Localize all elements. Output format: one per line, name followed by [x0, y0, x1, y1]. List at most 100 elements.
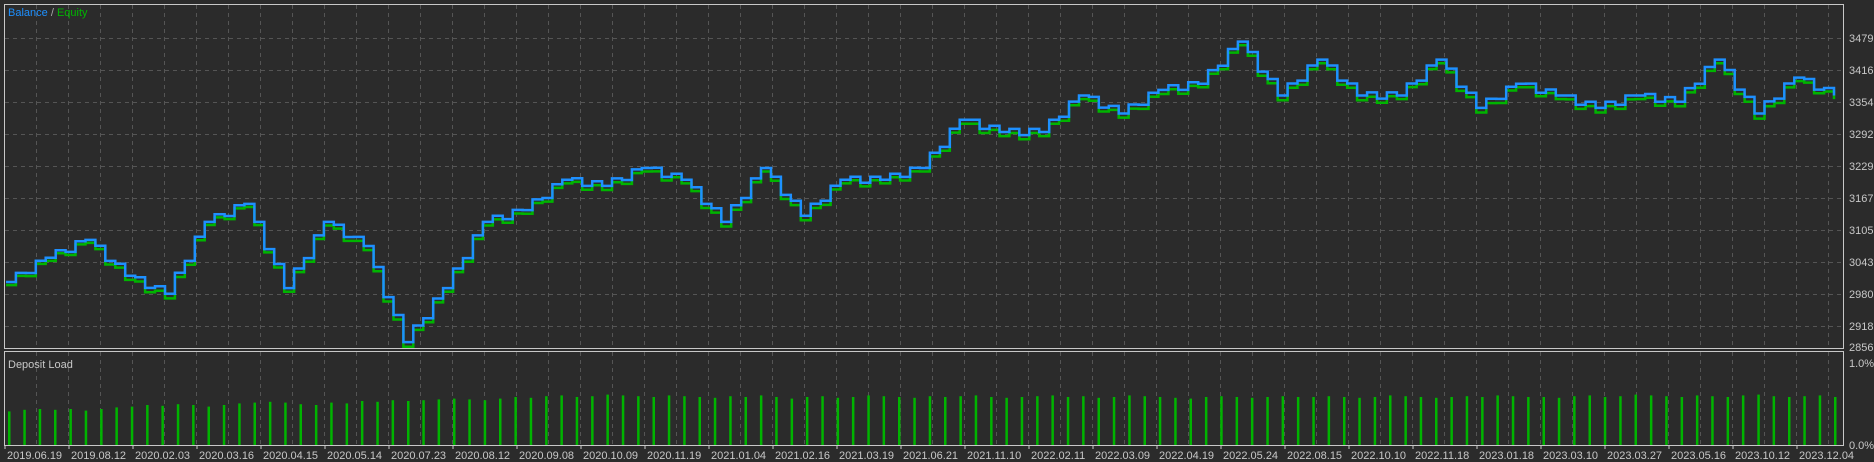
deposit-load-bar — [1465, 396, 1469, 445]
deposit-load-bar — [1788, 397, 1791, 445]
deposit-load-bar — [836, 397, 840, 445]
deposit-load-bar — [1711, 396, 1714, 445]
deposit-load-bar — [1573, 396, 1576, 445]
deposit-load-bar — [1527, 397, 1530, 445]
deposit-load-bar — [1250, 397, 1254, 445]
legend-equity: Equity — [57, 7, 88, 19]
x-tick-label: 2023.05.16 — [1671, 450, 1726, 462]
deposit-load-bar — [882, 396, 886, 445]
deposit-load-bar — [1020, 397, 1024, 445]
x-tick-label: 2022.04.19 — [1159, 450, 1214, 462]
deposit-load-bar — [621, 395, 625, 445]
deposit-load-bar — [1266, 397, 1269, 445]
deposit-load-bar — [1097, 397, 1100, 445]
x-tick-label: 2023.03.10 — [1543, 450, 1598, 462]
y-tick-label: 3043 — [1849, 257, 1873, 269]
deposit-load-bar — [54, 409, 57, 445]
deposit-load-bar — [851, 397, 855, 445]
legend: Balance / Equity — [8, 7, 88, 19]
deposit-load-bar — [207, 406, 210, 445]
deposit-load-bar — [1450, 397, 1453, 445]
deposit-load-bar — [360, 401, 364, 445]
deposit-load-bar — [1158, 397, 1162, 445]
deposit-load-bar — [1511, 396, 1515, 445]
deposit-load-bar — [345, 403, 349, 445]
deposit-load-bar — [1389, 395, 1392, 445]
deposit-load-bar — [1757, 394, 1760, 445]
deposit-load-bar — [468, 399, 471, 445]
deposit-load-bar — [1174, 397, 1177, 445]
y-tick-label: 2980 — [1849, 289, 1873, 301]
deposit-load-bar — [69, 409, 72, 445]
deposit-load-bar — [514, 397, 517, 445]
x-tick-label: 2020.08.12 — [455, 450, 510, 462]
deposit-load-bar — [499, 398, 502, 445]
equity-series — [6, 43, 1836, 348]
x-tick-label: 2021.01.04 — [711, 450, 766, 462]
deposit-load-bar — [867, 395, 870, 445]
deposit-load-bar — [407, 401, 410, 445]
deposit-load-bar — [330, 402, 333, 445]
deposit-load-bar — [790, 398, 794, 445]
deposit-load-bar — [284, 402, 287, 445]
x-tick-label: 2023.03.27 — [1607, 450, 1662, 462]
deposit-load-bar — [913, 397, 916, 445]
deposit-load-bar — [1665, 396, 1668, 445]
deposit-load-bar — [130, 406, 134, 445]
x-tick-label: 2022.03.09 — [1095, 450, 1150, 462]
x-tick-label: 2021.06.21 — [903, 450, 958, 462]
deposit-load-bar — [1419, 397, 1423, 445]
y-tick-label: 3479 — [1849, 33, 1873, 45]
balance-line — [6, 40, 1836, 344]
deposit-load-bar — [1588, 395, 1591, 445]
deposit-load-bar — [1112, 397, 1116, 445]
x-tick-label: 2023.01.18 — [1479, 450, 1534, 462]
load-max-label: 1.0% — [1849, 358, 1874, 370]
deposit-load-bar — [698, 397, 701, 445]
load-min-label: 0.0% — [1849, 440, 1874, 452]
deposit-load-bar — [606, 394, 609, 445]
deposit-load-bar — [100, 409, 103, 445]
y-axis-labels: 3479 3416 3354 3292 3229 3167 3105 3043 2980 2918… — [1849, 33, 1873, 354]
y-tick-label: 3167 — [1849, 193, 1873, 205]
deposit-load-bar — [38, 409, 42, 445]
deposit-load-bar — [268, 401, 272, 445]
deposit-load-bar — [944, 397, 947, 445]
deposit-load-bar — [1235, 397, 1239, 445]
y-tick-label: 3105 — [1849, 225, 1873, 237]
x-tick-label: 2021.03.19 — [839, 450, 894, 462]
deposit-load-bar — [1481, 397, 1484, 445]
deposit-load-bar — [253, 402, 256, 445]
x-tick-label: 2020.09.08 — [519, 450, 574, 462]
deposit-load-bar — [1496, 395, 1499, 445]
deposit-load-bar — [1281, 396, 1285, 445]
deposit-load-bar — [959, 396, 962, 445]
deposit-load-bar — [1741, 395, 1745, 445]
deposit-load-bar — [146, 405, 149, 445]
deposit-load-bar — [775, 397, 778, 445]
deposit-load-bar — [713, 397, 717, 445]
deposit-load-bar — [1680, 397, 1684, 445]
deposit-load-bar — [376, 401, 379, 445]
x-tick-label: 2022.08.15 — [1287, 450, 1342, 462]
deposit-load-bar — [314, 405, 318, 445]
balance-series — [6, 40, 1836, 344]
deposit-load-bar — [422, 400, 425, 445]
x-tick-label: 2020.03.16 — [199, 450, 254, 462]
deposit-load-bar — [974, 395, 978, 445]
x-tick-label: 2021.02.16 — [775, 450, 830, 462]
x-tick-label: 2020.05.14 — [327, 450, 382, 462]
deposit-load-bar — [8, 411, 11, 445]
deposit-load-bar — [1603, 397, 1607, 445]
main-panel-frame — [4, 4, 1844, 349]
x-tick-label: 2020.02.03 — [135, 450, 190, 462]
deposit-load-bar — [928, 396, 932, 445]
deposit-load-bar — [1557, 397, 1561, 445]
deposit-load-bar — [1066, 397, 1070, 445]
deposit-load-title: Deposit Load — [8, 359, 73, 371]
deposit-load-bar — [637, 396, 640, 445]
deposit-load-bar — [560, 395, 563, 445]
deposit-load-bar — [1327, 396, 1331, 445]
deposit-load-bar — [1343, 397, 1346, 445]
